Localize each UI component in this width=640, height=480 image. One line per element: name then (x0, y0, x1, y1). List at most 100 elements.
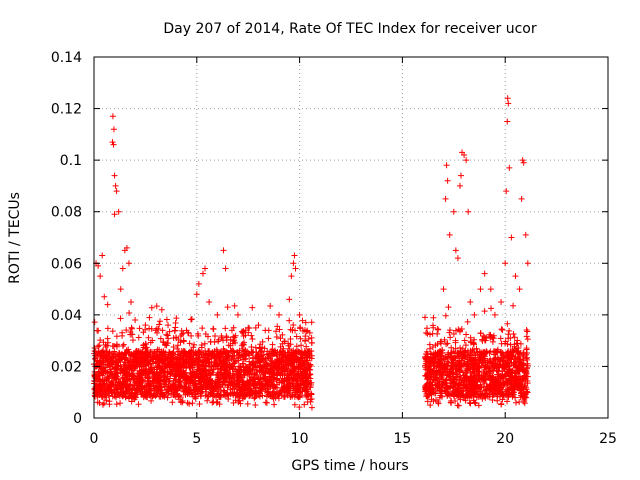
data-point (230, 333, 237, 340)
data-point (239, 340, 246, 347)
data-point (198, 341, 205, 348)
data-point (194, 390, 201, 397)
y-tick-label: 0.06 (51, 256, 82, 272)
data-point (308, 404, 315, 411)
data-point (106, 352, 113, 359)
data-point (113, 333, 120, 340)
data-point (220, 358, 227, 365)
data-point (281, 378, 288, 385)
data-point (220, 375, 227, 382)
data-point (203, 370, 210, 377)
data-point (452, 247, 459, 254)
data-point (487, 286, 494, 293)
data-point (92, 352, 99, 359)
data-point (279, 387, 286, 394)
data-point (290, 260, 297, 267)
data-point (260, 364, 267, 371)
data-point (136, 325, 143, 332)
data-point (173, 315, 180, 322)
data-point (302, 366, 309, 373)
data-point (296, 372, 303, 379)
data-point (145, 365, 152, 372)
data-point (127, 363, 134, 370)
data-point (175, 393, 182, 400)
data-point (249, 336, 256, 343)
data-point (477, 286, 484, 293)
data-point (153, 391, 160, 398)
data-point (267, 303, 274, 310)
data-point (239, 329, 246, 336)
data-point (145, 382, 152, 389)
data-point (204, 333, 211, 340)
data-point (194, 330, 201, 337)
data-point (157, 382, 164, 389)
data-point (156, 363, 163, 370)
data-point (204, 391, 211, 398)
data-point (456, 182, 463, 189)
data-point (172, 324, 179, 331)
data-point (117, 363, 124, 370)
data-point (109, 328, 116, 335)
data-point (158, 350, 165, 357)
x-tick-label: 20 (496, 431, 514, 447)
data-point (148, 397, 155, 404)
x-tick-label: 0 (90, 431, 99, 447)
data-point (141, 371, 148, 378)
data-point (244, 400, 251, 407)
x-tick-label: 5 (192, 431, 201, 447)
data-point (106, 401, 113, 408)
data-point (103, 349, 110, 356)
data-point (513, 399, 520, 406)
data-point (138, 361, 145, 368)
data-point (443, 162, 450, 169)
data-point (208, 389, 215, 396)
data-point (91, 344, 98, 351)
data-point (254, 358, 261, 365)
data-point (252, 364, 259, 371)
data-point (297, 325, 304, 332)
data-point (245, 350, 252, 357)
data-point (161, 383, 168, 390)
data-point (164, 394, 171, 401)
data-point (165, 335, 172, 342)
data-point (190, 355, 197, 362)
data-point (235, 354, 242, 361)
data-point (110, 126, 117, 133)
data-point (163, 378, 170, 385)
data-point (240, 395, 247, 402)
data-point (177, 339, 184, 346)
data-point (94, 362, 101, 369)
data-point (308, 391, 315, 398)
data-point (302, 337, 309, 344)
data-point (218, 334, 225, 341)
data-point (149, 369, 156, 376)
data-point (165, 322, 172, 329)
data-point (114, 386, 121, 393)
data-point (308, 355, 315, 362)
data-point (278, 348, 285, 355)
data-point (210, 398, 217, 405)
data-point (301, 354, 308, 361)
data-point (279, 331, 286, 338)
data-point (209, 351, 216, 358)
data-point (498, 298, 505, 305)
data-point (264, 388, 271, 395)
data-point (448, 344, 455, 351)
data-point (244, 369, 251, 376)
data-point (290, 376, 297, 383)
data-point (257, 387, 264, 394)
data-point (199, 376, 206, 383)
data-point (170, 364, 177, 371)
data-point (257, 367, 264, 374)
x-axis-tick-labels: 0 5 10 15 20 25 (90, 431, 617, 447)
data-point (281, 393, 288, 400)
data-point (128, 389, 135, 396)
data-point (251, 395, 258, 402)
y-tick-label: 0.02 (51, 359, 82, 375)
data-point (170, 391, 177, 398)
data-point (252, 384, 259, 391)
data-point (245, 379, 252, 386)
data-point (132, 317, 139, 324)
data-point (186, 400, 193, 407)
data-point (226, 366, 233, 373)
